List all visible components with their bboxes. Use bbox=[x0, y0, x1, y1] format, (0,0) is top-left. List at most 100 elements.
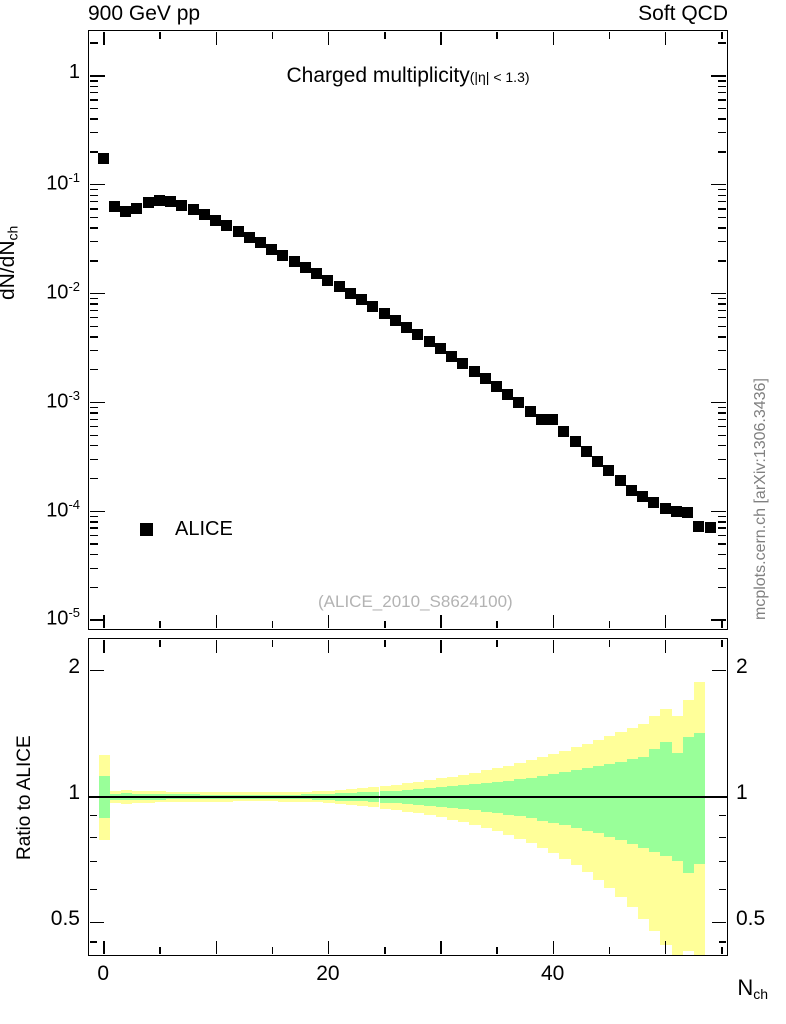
axis-tick bbox=[718, 200, 727, 203]
axis-tick bbox=[711, 292, 727, 295]
legend-marker-alice bbox=[140, 523, 153, 536]
axis-tick bbox=[440, 615, 442, 629]
x-tick-label: 20 bbox=[316, 962, 340, 985]
axis-tick bbox=[440, 31, 442, 45]
x-axis-label: Nch bbox=[737, 975, 768, 1002]
axis-tick bbox=[711, 184, 727, 186]
data-point-marker bbox=[299, 261, 311, 273]
data-point-marker bbox=[367, 300, 379, 312]
axis-tick bbox=[718, 240, 727, 243]
axis-tick bbox=[103, 639, 105, 653]
axis-tick bbox=[159, 947, 161, 955]
data-point-marker bbox=[614, 475, 626, 487]
legend: ALICE bbox=[140, 518, 233, 541]
axis-tick bbox=[103, 941, 105, 955]
axis-tick bbox=[89, 941, 97, 943]
axis-tick bbox=[89, 534, 98, 537]
axis-tick bbox=[711, 510, 727, 512]
data-point-marker bbox=[637, 490, 649, 502]
axis-tick bbox=[89, 553, 98, 556]
data-point-marker bbox=[457, 358, 469, 370]
axis-tick bbox=[719, 941, 727, 943]
ratio-y-tick-label-right: 1 bbox=[736, 780, 748, 804]
axis-tick bbox=[103, 615, 105, 629]
axis-tick bbox=[718, 406, 727, 409]
main-y-axis-label: dN/dNch bbox=[0, 226, 21, 300]
data-point-marker bbox=[412, 328, 424, 340]
axis-tick bbox=[89, 216, 98, 219]
axis-tick bbox=[608, 621, 611, 629]
axis-tick bbox=[89, 194, 98, 196]
axis-tick bbox=[719, 836, 727, 838]
axis-tick bbox=[718, 527, 727, 529]
source-watermark: mcplots.cern.ch [arXiv:1306.3436] bbox=[752, 378, 769, 620]
ratio-y-tick-label-left: 0.5 bbox=[50, 907, 80, 931]
axis-tick bbox=[718, 309, 727, 312]
analysis-id-watermark: (ALICE_2010_S8624100) bbox=[318, 592, 513, 611]
axis-tick bbox=[89, 795, 104, 798]
axis-tick bbox=[89, 567, 98, 569]
data-point-marker bbox=[176, 199, 188, 211]
axis-tick bbox=[712, 922, 727, 924]
data-point-marker bbox=[322, 274, 334, 286]
axis-tick bbox=[89, 309, 98, 312]
axis-tick bbox=[327, 639, 330, 653]
axis-tick bbox=[718, 567, 727, 569]
axis-tick bbox=[89, 515, 98, 517]
axis-tick bbox=[215, 941, 217, 955]
axis-tick bbox=[89, 888, 97, 891]
axis-tick bbox=[89, 42, 98, 44]
ratio-band-inner-bin bbox=[514, 779, 526, 817]
main-plot-title-eta-range: (|η| < 1.3) bbox=[469, 69, 530, 85]
axis-tick bbox=[89, 543, 98, 545]
data-point-marker bbox=[693, 520, 705, 532]
ratio-band-inner-bin bbox=[503, 780, 515, 815]
axis-tick bbox=[718, 412, 727, 414]
x-axis-label-subscript: ch bbox=[753, 985, 768, 1002]
main-y-tick-label: 10-3 bbox=[46, 387, 80, 413]
x-tick-label: 40 bbox=[541, 962, 565, 985]
data-point-marker bbox=[255, 237, 266, 249]
axis-tick bbox=[89, 527, 98, 529]
axis-tick bbox=[89, 325, 98, 328]
axis-tick bbox=[718, 349, 727, 352]
axis-tick bbox=[721, 639, 723, 647]
axis-tick bbox=[271, 621, 274, 629]
axis-tick bbox=[89, 200, 98, 203]
data-point-marker bbox=[344, 287, 356, 299]
axis-tick bbox=[718, 543, 727, 545]
axis-tick bbox=[89, 85, 98, 88]
axis-tick bbox=[711, 619, 727, 621]
data-point-marker bbox=[468, 365, 480, 377]
ratio-band-inner-bin bbox=[626, 759, 638, 844]
data-point-marker bbox=[569, 436, 581, 448]
ratio-y-tick-label-right: 2 bbox=[736, 654, 748, 678]
axis-tick bbox=[89, 303, 98, 305]
axis-tick bbox=[89, 189, 98, 191]
axis-tick bbox=[718, 107, 727, 110]
data-point-marker bbox=[333, 281, 345, 293]
axis-tick bbox=[159, 31, 161, 39]
data-point-marker bbox=[648, 497, 660, 509]
axis-tick bbox=[718, 132, 727, 134]
data-point-marker bbox=[704, 521, 716, 533]
axis-tick bbox=[89, 669, 104, 672]
axis-tick bbox=[718, 521, 727, 523]
axis-tick bbox=[89, 922, 104, 924]
data-point-marker bbox=[131, 202, 143, 214]
axis-tick bbox=[718, 80, 727, 82]
axis-tick bbox=[719, 815, 727, 817]
axis-tick bbox=[711, 75, 727, 77]
ratio-band-inner-bin bbox=[615, 761, 627, 841]
main-plot-title: Charged multiplicity(|η| < 1.3) bbox=[88, 64, 728, 88]
axis-tick bbox=[719, 860, 727, 863]
data-point-marker bbox=[558, 426, 570, 438]
data-point-marker bbox=[434, 343, 446, 355]
ratio-reference-line bbox=[89, 796, 727, 798]
axis-tick bbox=[718, 151, 727, 153]
axis-tick bbox=[712, 669, 727, 672]
axis-tick bbox=[89, 412, 98, 414]
axis-tick bbox=[89, 99, 98, 101]
axis-tick bbox=[89, 418, 98, 420]
ratio-plot-frame bbox=[88, 638, 728, 956]
